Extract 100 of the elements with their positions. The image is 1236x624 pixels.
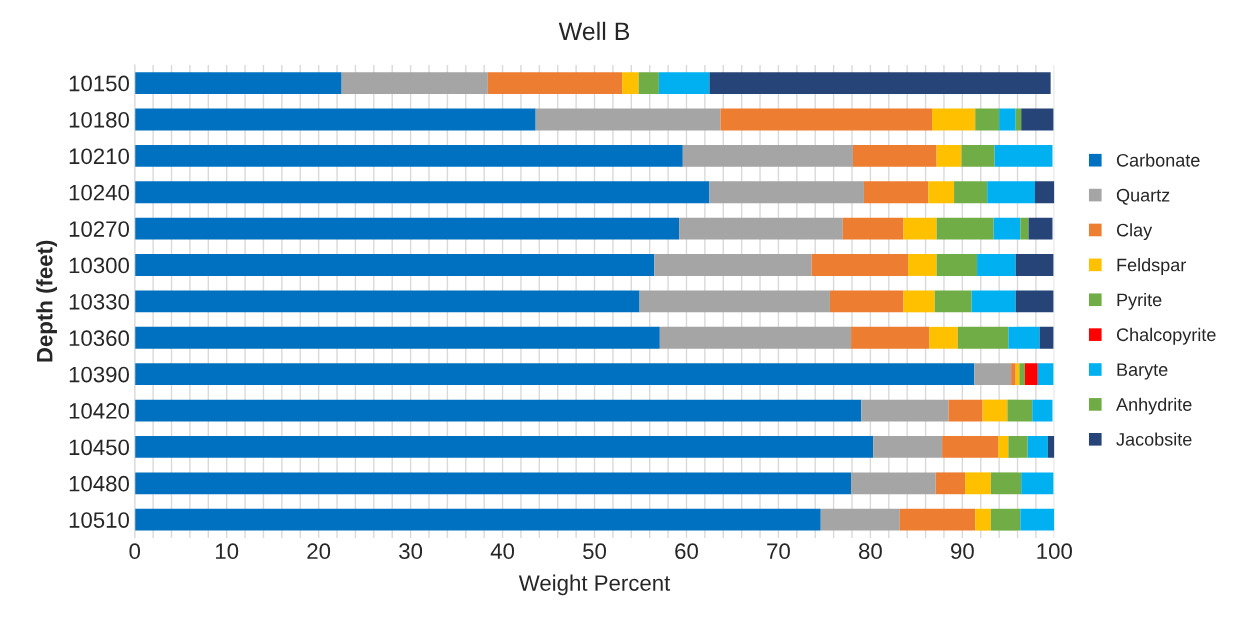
bar	[1008, 326, 1040, 349]
legend-label: Feldspar	[1117, 258, 1186, 275]
bar	[622, 72, 639, 94]
x-tick-label: 30	[399, 543, 423, 560]
x-tick-label: 90	[951, 543, 974, 560]
bar	[659, 326, 852, 349]
bar	[935, 472, 966, 495]
bar	[1047, 436, 1055, 458]
x-axis-title: Weight Percent	[518, 574, 671, 596]
bar	[957, 326, 1009, 349]
bar	[903, 217, 937, 240]
bar	[975, 508, 991, 531]
bar	[899, 508, 976, 531]
bar	[971, 290, 1016, 313]
bar	[974, 363, 1012, 386]
y-tick-label: 10210	[69, 148, 129, 165]
bar	[134, 144, 683, 167]
bar	[134, 363, 975, 386]
bar	[903, 290, 935, 313]
y-tick-label: 10390	[69, 366, 129, 383]
y-tick-label: 10480	[69, 475, 129, 492]
bar	[134, 472, 852, 495]
bar	[1015, 254, 1054, 276]
bar	[658, 72, 710, 94]
bar	[908, 254, 937, 276]
bar	[720, 108, 932, 131]
bar	[977, 254, 1016, 276]
bar	[134, 181, 710, 204]
bar	[993, 217, 1021, 240]
legend-label: Clay	[1116, 223, 1153, 241]
y-tick-label: 10150	[69, 75, 129, 92]
y-tick-label: 10510	[69, 512, 129, 528]
bar	[994, 144, 1053, 167]
bar	[861, 399, 949, 422]
bar	[829, 290, 904, 313]
bar	[1020, 508, 1055, 531]
y-tick-label: 10420	[69, 403, 129, 419]
x-tick-label: 40	[490, 543, 515, 560]
bar	[965, 472, 991, 495]
bar	[134, 108, 536, 131]
bar	[1028, 217, 1053, 240]
bar	[852, 144, 937, 167]
bar	[134, 326, 660, 349]
bar	[990, 472, 1022, 495]
bar	[954, 181, 988, 204]
bar	[1011, 363, 1016, 386]
chart-title: Well B	[558, 21, 630, 41]
legend-label: Jacobsite	[1116, 432, 1192, 446]
y-tick-label: 10180	[69, 112, 129, 128]
y-tick-label: 10450	[69, 439, 129, 456]
bar	[851, 326, 930, 349]
bar	[1007, 399, 1033, 422]
bar	[851, 472, 936, 495]
bar	[873, 436, 943, 458]
bar	[679, 217, 843, 240]
bar	[932, 108, 976, 131]
bar	[982, 399, 1008, 422]
y-tick-label: 10330	[69, 293, 129, 310]
legend-label: Baryte	[1117, 363, 1168, 380]
bar	[1015, 290, 1054, 313]
legend-label: Pyrite	[1117, 292, 1162, 310]
bar	[961, 144, 995, 167]
bar	[638, 72, 659, 94]
bar	[1019, 363, 1025, 386]
x-tick-label: 100	[1037, 543, 1072, 560]
legend-label: Quartz	[1116, 188, 1170, 205]
bar	[134, 290, 640, 313]
bar	[1032, 399, 1053, 422]
bar	[1035, 181, 1055, 204]
bar	[928, 181, 955, 204]
x-tick-label: 50	[583, 543, 607, 560]
bar	[341, 72, 488, 94]
bar	[1024, 363, 1038, 386]
bar	[929, 326, 958, 349]
y-tick-label: 10300	[69, 257, 129, 274]
x-tick-label: 0	[129, 543, 141, 560]
bar	[998, 436, 1009, 458]
bar	[936, 217, 994, 240]
bar	[134, 399, 862, 422]
bar	[535, 108, 721, 131]
bar	[487, 72, 623, 94]
bar	[639, 290, 830, 313]
bar	[936, 144, 962, 167]
bar	[1037, 363, 1054, 386]
x-tick-label: 60	[675, 543, 698, 560]
legend-label: Carbonate	[1116, 153, 1200, 167]
y-tick-label: 10270	[69, 221, 129, 237]
bar	[987, 181, 1035, 204]
y-tick-label: 10240	[69, 184, 129, 201]
legend-label: Chalcopyrite	[1116, 327, 1216, 345]
legend-label: Anhydrite	[1116, 397, 1192, 415]
bar	[863, 181, 929, 204]
y-tick-label: 10360	[69, 330, 129, 347]
bar	[1021, 472, 1054, 495]
bar	[709, 72, 1051, 94]
y-axis-title: Depth (feet)	[36, 240, 57, 362]
x-tick-label: 20	[307, 543, 331, 560]
bar	[942, 436, 999, 458]
bar	[1020, 217, 1029, 240]
bar	[134, 508, 821, 531]
